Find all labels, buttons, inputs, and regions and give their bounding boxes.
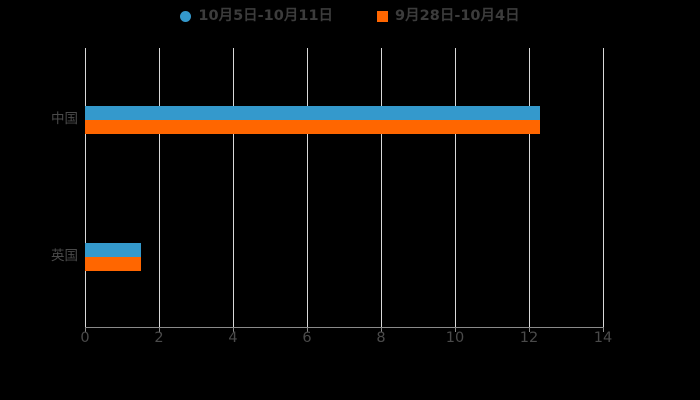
- x-axis-tick-label: 6: [302, 330, 312, 346]
- gridline: [529, 48, 530, 327]
- y-axis-category-label: 英国: [51, 247, 78, 264]
- x-axis-tick-label: 14: [593, 330, 613, 346]
- x-axis-tick: [603, 327, 604, 332]
- bar-2-series-1[interactable]: [85, 242, 141, 257]
- gridline: [85, 48, 86, 327]
- x-axis-tick: [307, 327, 308, 332]
- x-axis-tick: [381, 327, 382, 332]
- x-axis-tick: [455, 327, 456, 332]
- x-axis-tick-label: 2: [154, 330, 164, 346]
- legend-label-series-1: 10月5日-10月11日: [198, 7, 334, 24]
- bar-1-series-2[interactable]: [85, 119, 541, 134]
- legend-square-marker-icon: [377, 10, 389, 22]
- x-axis-tick: [85, 327, 86, 332]
- chart-legend: 10月5日-10月11日 9月28日-10月4日: [0, 4, 700, 28]
- gridline: [381, 48, 382, 327]
- gridline: [233, 48, 234, 327]
- x-axis-tick-label: 10: [445, 330, 465, 346]
- x-axis-line: [85, 327, 604, 328]
- y-axis-category-label: 中国: [51, 110, 78, 127]
- legend-label-series-2: 9月28日-10月4日: [395, 7, 520, 24]
- x-axis-tick: [529, 327, 530, 332]
- x-axis-tick-label: 8: [376, 330, 386, 346]
- legend-item-series-2[interactable]: 9月28日-10月4日: [377, 9, 520, 24]
- legend-item-series-1[interactable]: 10月5日-10月11日: [180, 9, 333, 24]
- gridline: [307, 48, 308, 327]
- x-axis-tick: [233, 327, 234, 332]
- x-axis-tick-label: 0: [80, 330, 90, 346]
- x-axis-tick: [159, 327, 160, 332]
- plot-area: [85, 48, 604, 327]
- gridline: [603, 48, 604, 327]
- gridline: [159, 48, 160, 327]
- x-axis-tick-label: 4: [228, 330, 238, 346]
- bar-1-series-1[interactable]: [85, 105, 541, 120]
- gridline: [455, 48, 456, 327]
- x-axis-tick-label: 12: [519, 330, 539, 346]
- bar-2-series-2[interactable]: [85, 256, 141, 271]
- legend-circle-marker-icon: [180, 10, 192, 22]
